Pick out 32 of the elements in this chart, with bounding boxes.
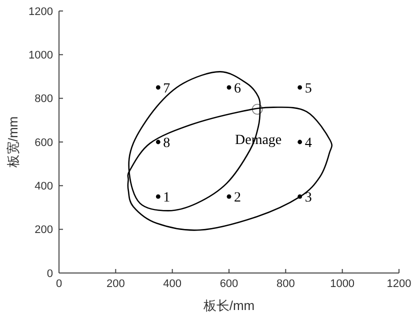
annotation: 4 <box>304 136 312 151</box>
point <box>252 104 263 115</box>
annotation: 8 <box>163 136 170 151</box>
y-tick-label: 0 <box>46 268 53 280</box>
x-axis-title: 板长/mm <box>202 298 255 313</box>
annotation: 7 <box>163 81 170 96</box>
point <box>226 85 232 90</box>
annotation: 2 <box>234 190 241 206</box>
y-tick-label: 400 <box>34 180 53 193</box>
annotation: 5 <box>304 81 312 96</box>
x-tick-label: 200 <box>106 278 125 290</box>
annotation: 1 <box>163 190 170 206</box>
y-tick-label: 1200 <box>28 6 53 18</box>
point <box>298 85 302 90</box>
x-tick-label: 400 <box>163 278 182 290</box>
x-tick-label: 600 <box>220 278 238 290</box>
point <box>226 194 232 199</box>
y-tick-label: 200 <box>34 224 53 236</box>
point <box>156 85 160 90</box>
y-tick-label: 600 <box>34 136 53 149</box>
point <box>156 194 160 199</box>
x-tick-label: 0 <box>56 278 62 290</box>
point <box>298 140 302 144</box>
y-axis-title: 板宽/mm <box>5 116 20 169</box>
annotation: 6 <box>234 81 241 96</box>
y-tick-label: 1000 <box>28 50 53 62</box>
y-tick-label: 800 <box>34 93 53 106</box>
x-tick-label: 800 <box>276 278 295 290</box>
x-tick-label: 1200 <box>386 278 412 290</box>
annotation: 3 <box>304 190 312 206</box>
x-tick-label: 1000 <box>330 278 355 290</box>
point <box>156 140 160 144</box>
